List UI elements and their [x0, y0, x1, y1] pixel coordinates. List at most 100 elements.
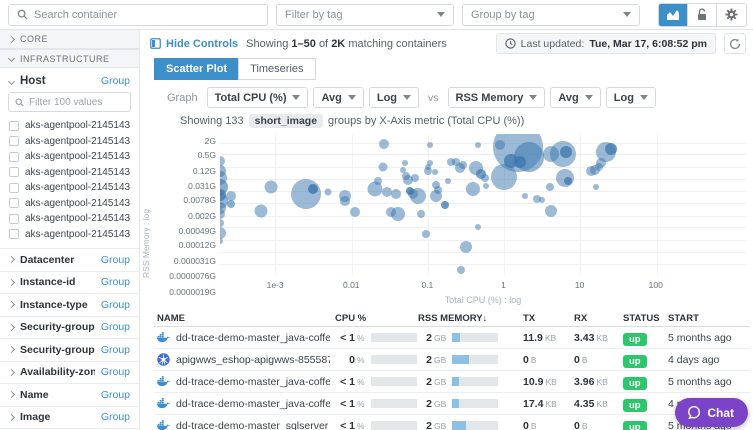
data-bubble[interactable]	[459, 161, 467, 170]
group-tag-chip[interactable]: short_image	[248, 114, 324, 128]
data-bubble[interactable]	[513, 141, 544, 172]
x-metric-select[interactable]: Total CPU (%)	[206, 87, 309, 108]
facet-group-link[interactable]: Group	[100, 388, 130, 401]
column-header[interactable]: RX	[574, 312, 588, 324]
data-bubble[interactable]	[432, 169, 439, 176]
y-metric-select[interactable]: RSS Memory	[447, 87, 546, 108]
checkbox[interactable]	[9, 182, 19, 193]
hide-controls-link[interactable]: Hide Controls	[150, 38, 238, 50]
sidebar-section-infrastructure[interactable]: INFRASTRUCTURE	[0, 49, 139, 68]
facet-group-row[interactable]: Name Group	[0, 383, 139, 406]
view-tab[interactable]: Scatter Plot	[154, 58, 240, 80]
data-bubble[interactable]	[350, 207, 361, 218]
host-filter-box[interactable]	[8, 92, 131, 112]
data-bubble[interactable]	[595, 158, 606, 169]
facet-group-row[interactable]: Instance-id Group	[0, 270, 139, 294]
data-bubble[interactable]	[441, 201, 450, 209]
host-value-item[interactable]: aks-agentpool-21451434-v...	[0, 118, 139, 134]
data-bubble[interactable]	[254, 204, 268, 218]
search-input[interactable]	[34, 8, 259, 21]
data-bubble[interactable]	[474, 224, 481, 231]
x-agg-select[interactable]: Avg	[313, 87, 364, 108]
checkbox[interactable]	[9, 151, 19, 162]
data-bubble[interactable]	[400, 166, 407, 173]
data-bubble[interactable]	[220, 178, 228, 195]
facet-group-row[interactable]: Availability-zone Group	[0, 360, 139, 384]
checkbox[interactable]	[9, 136, 19, 147]
chat-button[interactable]: Chat	[675, 398, 748, 427]
data-bubble[interactable]	[426, 142, 433, 149]
column-header[interactable]: TX	[523, 312, 536, 324]
data-bubble[interactable]	[220, 164, 226, 177]
data-bubble[interactable]	[560, 146, 573, 159]
search-container-box[interactable]	[8, 3, 268, 26]
data-bubble[interactable]	[379, 138, 390, 149]
table-row[interactable]: dd-trace-demo-master_java-coffeehouse-be…	[154, 327, 750, 349]
data-bubble[interactable]	[381, 186, 392, 197]
data-bubble[interactable]	[590, 165, 601, 176]
host-value-item[interactable]: aks-agentpool-21451434-v...	[0, 227, 139, 243]
facet-group-link[interactable]: Group	[100, 411, 130, 424]
y-agg-select[interactable]: Avg	[550, 87, 601, 108]
data-bubble[interactable]	[220, 192, 228, 209]
data-bubble[interactable]	[475, 168, 486, 179]
data-bubble[interactable]	[544, 205, 557, 218]
host-filter-input[interactable]	[29, 96, 124, 108]
data-bubble[interactable]	[426, 160, 433, 167]
data-bubble[interactable]	[367, 181, 383, 197]
data-bubble[interactable]	[483, 182, 490, 189]
data-bubble[interactable]	[444, 177, 451, 184]
checkbox[interactable]	[9, 198, 19, 209]
checkbox[interactable]	[9, 120, 19, 131]
data-bubble[interactable]	[460, 240, 473, 253]
data-bubble[interactable]	[220, 219, 224, 228]
data-bubble[interactable]	[402, 175, 413, 186]
data-bubble[interactable]	[433, 185, 442, 194]
facet-group-row[interactable]: Image Group	[0, 405, 139, 429]
checkbox[interactable]	[9, 229, 19, 240]
data-bubble[interactable]	[308, 184, 319, 195]
table-row[interactable]: dd-trace-demo-master_java-coffeehouse-be…	[154, 393, 750, 415]
x-scale-select[interactable]: Log	[368, 87, 420, 108]
data-bubble[interactable]	[378, 162, 388, 172]
data-bubble[interactable]	[456, 265, 465, 274]
plot-area[interactable]	[220, 134, 746, 276]
data-bubble[interactable]	[545, 183, 554, 192]
view-tab[interactable]: Timeseries	[238, 58, 316, 80]
data-bubble[interactable]	[264, 180, 278, 194]
data-bubble[interactable]	[452, 158, 461, 167]
column-header[interactable]: CPU %	[335, 312, 367, 324]
host-value-item[interactable]: aks-agentpool-21451434-v...	[0, 165, 139, 181]
data-bubble[interactable]	[432, 180, 441, 189]
data-bubble[interactable]	[533, 194, 542, 203]
refresh-button[interactable]	[724, 33, 746, 54]
group-by-tag-select[interactable]: Group by tag	[462, 3, 640, 26]
data-bubble[interactable]	[220, 201, 226, 214]
checkbox[interactable]	[9, 213, 19, 224]
sidebar-section-core[interactable]: CORE	[0, 30, 139, 49]
host-value-item[interactable]: aks-agentpool-21451434-v...	[0, 134, 139, 150]
column-header[interactable]: START	[668, 312, 699, 324]
chart-view-button[interactable]	[659, 3, 688, 26]
data-bubble[interactable]	[564, 176, 573, 185]
facet-group-row[interactable]: Datacenter Group	[0, 248, 139, 271]
data-bubble[interactable]	[220, 227, 226, 240]
data-bubble[interactable]	[423, 167, 432, 176]
facet-group-row[interactable]: Instance-type Group	[0, 293, 139, 316]
facet-group-link[interactable]: Group	[100, 276, 130, 289]
lock-button[interactable]	[688, 3, 717, 26]
data-bubble[interactable]	[220, 208, 225, 219]
facet-group-row[interactable]: Security-group Group	[0, 338, 139, 361]
host-group-link[interactable]: Group	[100, 75, 130, 87]
data-bubble[interactable]	[402, 160, 409, 167]
data-bubble[interactable]	[390, 206, 405, 221]
data-bubble[interactable]	[226, 199, 235, 208]
host-facet-header[interactable]: Host Group	[0, 68, 139, 92]
column-header[interactable]: NAME	[157, 312, 185, 324]
data-bubble[interactable]	[225, 191, 236, 202]
data-bubble[interactable]	[474, 142, 481, 149]
column-header[interactable]: RSS MEMORY↓	[418, 312, 488, 324]
data-bubble[interactable]	[466, 182, 480, 197]
facet-group-link[interactable]: Group	[100, 343, 130, 356]
